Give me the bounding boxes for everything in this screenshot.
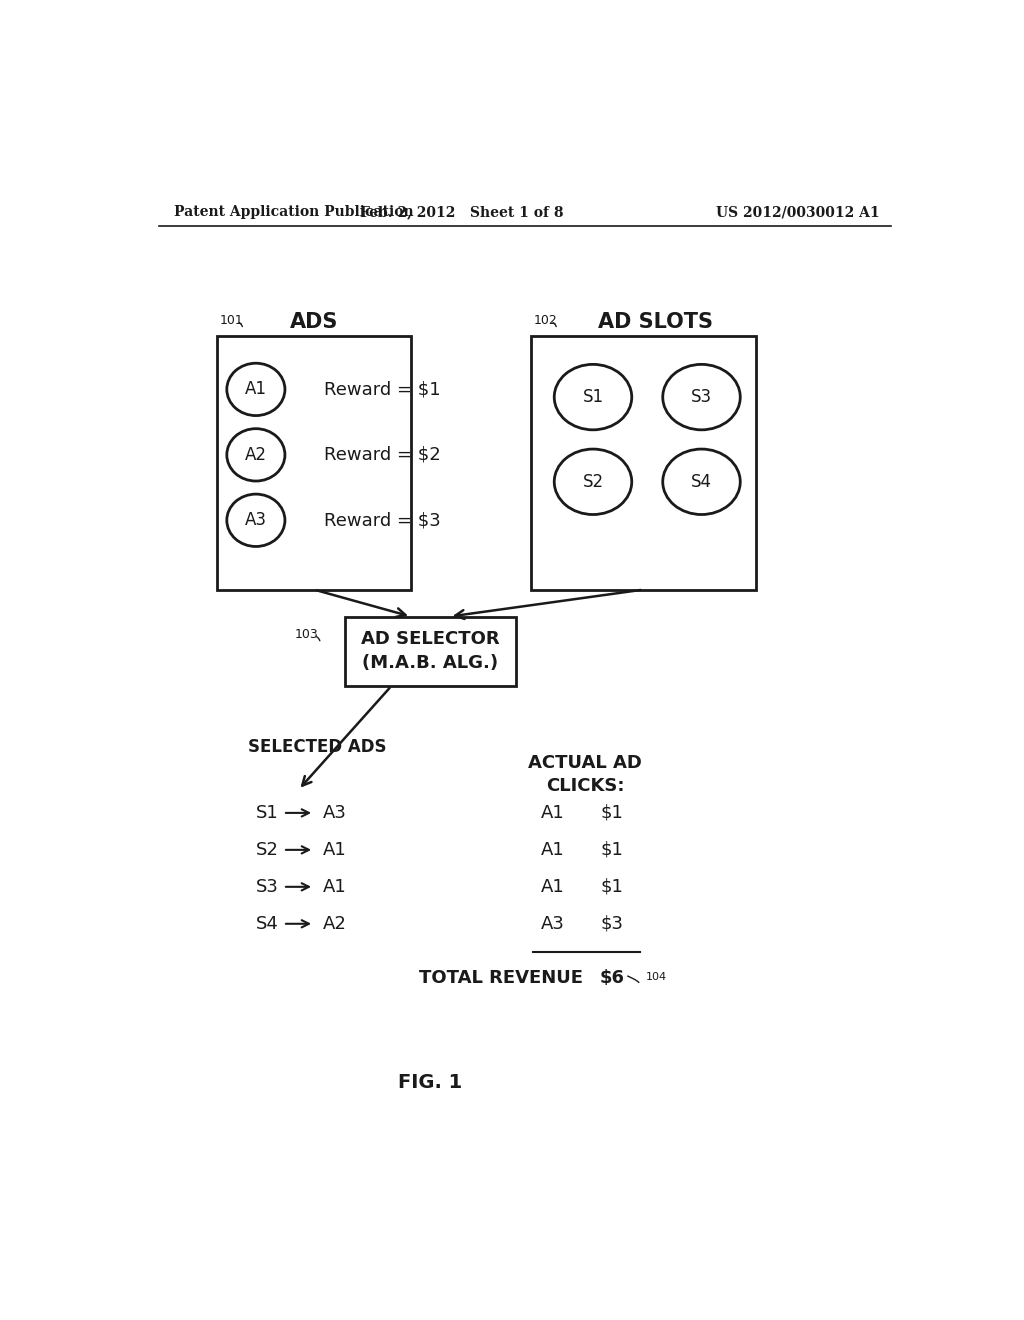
Text: Feb. 2, 2012   Sheet 1 of 8: Feb. 2, 2012 Sheet 1 of 8 (359, 206, 563, 219)
Ellipse shape (554, 449, 632, 515)
Text: A1: A1 (541, 878, 565, 896)
Text: Patent Application Publication: Patent Application Publication (174, 206, 414, 219)
Text: Reward = $3: Reward = $3 (324, 511, 440, 529)
Text: S4: S4 (256, 915, 279, 933)
Text: 103: 103 (295, 628, 318, 640)
Text: $1: $1 (601, 878, 624, 896)
Text: A1: A1 (541, 804, 565, 822)
Text: SELECTED ADS: SELECTED ADS (248, 738, 387, 756)
Text: FIG. 1: FIG. 1 (398, 1073, 463, 1092)
Text: 101: 101 (219, 314, 244, 326)
Text: A3: A3 (245, 511, 267, 529)
Ellipse shape (663, 449, 740, 515)
Text: $1: $1 (601, 804, 624, 822)
Text: A1: A1 (324, 878, 347, 896)
Ellipse shape (226, 363, 285, 416)
Text: A2: A2 (245, 446, 267, 463)
Text: A1: A1 (245, 380, 267, 399)
Bar (217, 335, 411, 590)
Text: US 2012/0030012 A1: US 2012/0030012 A1 (716, 206, 880, 219)
Ellipse shape (226, 429, 285, 480)
Text: S3: S3 (256, 878, 279, 896)
Text: $1: $1 (601, 841, 624, 859)
Text: AD SELECTOR
(M.A.B. ALG.): AD SELECTOR (M.A.B. ALG.) (360, 631, 500, 672)
Text: $3: $3 (601, 915, 624, 933)
Text: A2: A2 (324, 915, 347, 933)
Text: TOTAL REVENUE: TOTAL REVENUE (419, 969, 583, 987)
Text: ADS: ADS (290, 312, 338, 331)
Text: A1: A1 (541, 841, 565, 859)
Text: $6: $6 (599, 969, 625, 987)
Text: Reward = $1: Reward = $1 (324, 380, 440, 399)
Text: S2: S2 (256, 841, 279, 859)
Text: A3: A3 (541, 915, 565, 933)
Text: S1: S1 (256, 804, 279, 822)
Ellipse shape (663, 364, 740, 430)
Text: A1: A1 (324, 841, 347, 859)
Ellipse shape (554, 364, 632, 430)
Text: A3: A3 (324, 804, 347, 822)
Text: S2: S2 (583, 473, 603, 491)
Bar (345, 616, 515, 686)
Text: S4: S4 (691, 473, 712, 491)
Text: S1: S1 (583, 388, 603, 407)
Text: 102: 102 (534, 314, 557, 326)
Text: AD SLOTS: AD SLOTS (597, 312, 713, 331)
Text: S3: S3 (691, 388, 712, 407)
Ellipse shape (226, 494, 285, 546)
Text: 104: 104 (646, 972, 667, 982)
Text: ACTUAL AD
CLICKS:: ACTUAL AD CLICKS: (528, 754, 642, 795)
Text: Reward = $2: Reward = $2 (324, 446, 440, 463)
Bar (531, 335, 756, 590)
